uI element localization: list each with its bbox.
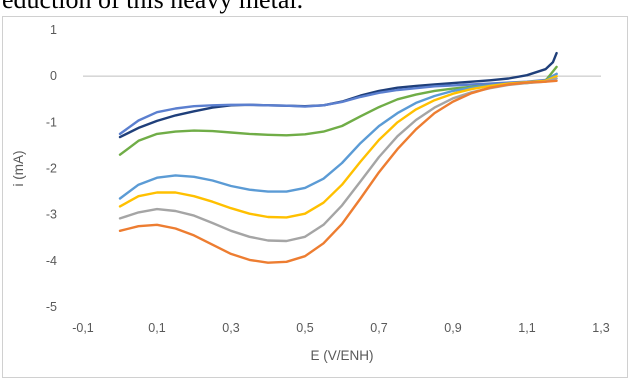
series-line-2 (118, 72, 558, 136)
y-tick-label: -5 (46, 300, 57, 314)
x-tick-label: 0,5 (296, 321, 313, 335)
y-tick-label: -3 (46, 208, 57, 222)
cv-chart: 1 0 -1 -2 -3 -4 -5 -0,1 0,1 0,3 0,5 0,7 0,9 1,1 1,3 i… (11, 23, 610, 363)
x-tick-label: 0,3 (222, 321, 239, 335)
y-tick-label: 1 (50, 23, 57, 37)
series-line-7 (118, 79, 558, 264)
x-axis-title: E (V/ENH) (310, 348, 373, 363)
x-tick-label: -0,1 (72, 321, 94, 335)
y-tick-label: -1 (46, 115, 57, 129)
x-tick-label: 0,1 (148, 321, 165, 335)
y-tick-label: 0 (50, 69, 57, 83)
series-line-5 (118, 75, 558, 219)
y-tick-label: -2 (46, 162, 57, 176)
page-text-fragment: eduction of this heavy metal. (0, 0, 632, 14)
x-tick-label: 1,1 (518, 321, 535, 335)
x-tick-labels: -0,1 0,1 0,3 0,5 0,7 0,9 1,1 1,3 (72, 321, 610, 335)
x-tick-label: 0,9 (444, 321, 461, 335)
series-layer (118, 51, 558, 264)
x-tick-label: 1,3 (592, 321, 609, 335)
y-axis-title: i (mA) (11, 151, 26, 187)
y-tick-label: -4 (46, 254, 57, 268)
y-tick-labels: 1 0 -1 -2 -3 -4 -5 (46, 23, 57, 314)
series-line-1 (118, 51, 558, 139)
x-tick-label: 0,7 (370, 321, 387, 335)
series-line-4 (118, 72, 558, 200)
chart-frame: 1 0 -1 -2 -3 -4 -5 -0,1 0,1 0,3 0,5 0,7 0,9 1,1 1,3 i… (2, 16, 628, 378)
